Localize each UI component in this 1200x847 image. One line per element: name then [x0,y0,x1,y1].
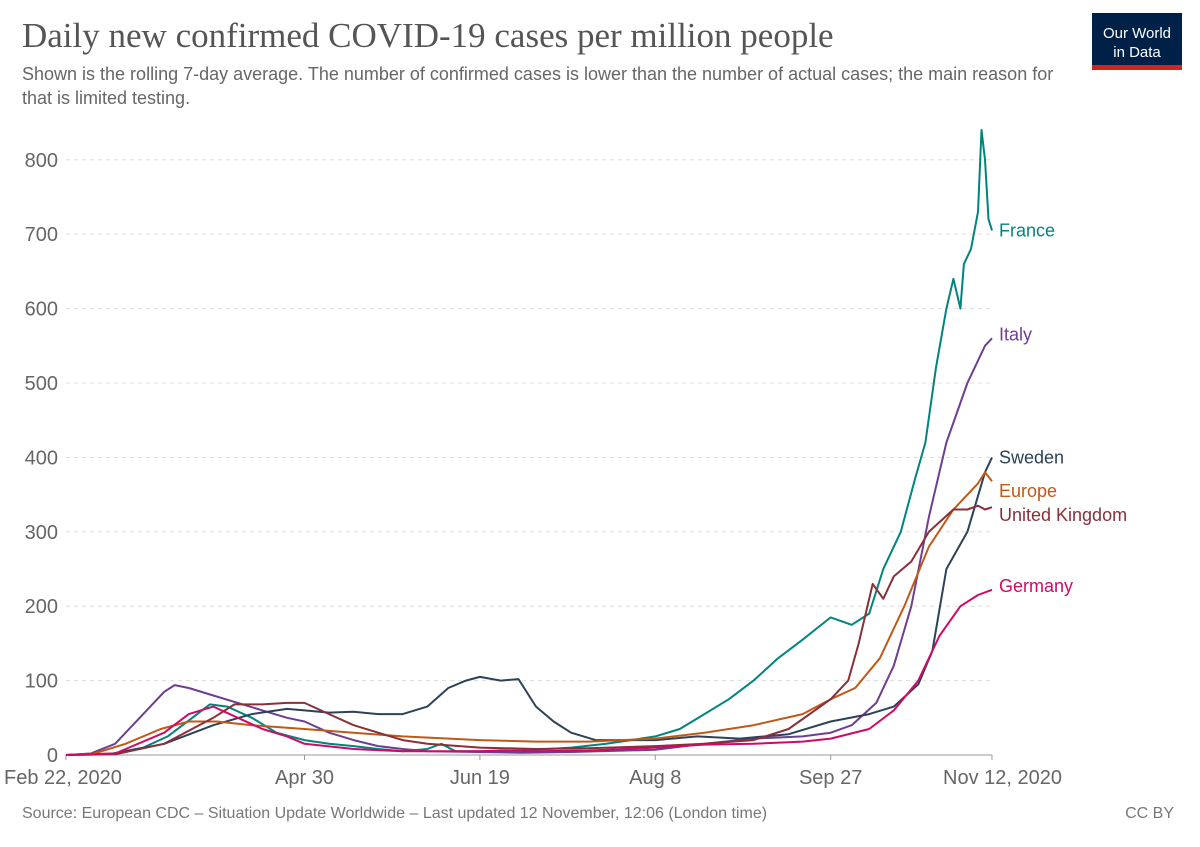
logo-line-1: Our World [1102,25,1172,42]
y-tick-label: 500 [25,373,58,395]
series-line-germany[interactable] [65,588,993,756]
series-line-italy[interactable] [65,337,993,756]
x-tick-label: Apr 30 [275,767,334,789]
logo-line-2: in Data [1113,44,1161,61]
x-tick-label: Feb 22, 2020 [4,767,122,789]
chart-title: Daily new confirmed COVID-19 cases per m… [22,16,834,55]
chart-subtitle: Shown is the rolling 7-day average. The … [22,64,1054,108]
series-line-united-kingdom[interactable] [65,504,993,756]
x-tick-label: Aug 8 [629,767,681,789]
y-tick-label: 400 [25,447,58,469]
y-tick-label: 600 [25,299,58,321]
series-line-france[interactable] [65,129,993,756]
x-tick-label: Nov 12, 2020 [943,767,1062,789]
y-tick-label: 200 [25,596,58,618]
y-tick-label: 0 [47,745,58,767]
series-lines [65,129,993,756]
y-tick-label: 300 [25,522,58,544]
y-tick-label: 100 [25,671,58,693]
y-tick-label: 700 [25,224,58,246]
source-note[interactable]: Source: European CDC – Situation Update … [22,805,768,822]
y-axis-ticks: 0 100 200 300 400 500 600 700 800 [25,150,58,767]
x-axis-ticks: Feb 22, 2020 Apr 30 Jun 19 Aug 8 Sep 27 Nov 1… [4,755,1062,789]
series-label-sweden[interactable]: Sweden [999,447,1064,467]
license-link[interactable]: CC BY [1125,805,1174,822]
x-tick-label: Jun 19 [450,767,510,789]
series-labels: France Italy Sweden Europe United Kingdom Ger… [999,220,1127,595]
grid-lines [66,159,992,756]
owid-logo[interactable]: Our World in Data [1092,13,1182,70]
series-label-germany[interactable]: Germany [999,576,1073,596]
series-line-europe[interactable] [65,471,993,756]
series-label-united-kingdom[interactable]: United Kingdom [999,505,1127,525]
series-label-italy[interactable]: Italy [999,324,1032,344]
x-tick-label: Sep 27 [799,767,862,789]
series-label-france[interactable]: France [999,220,1055,240]
line-chart: 0 100 200 300 400 500 600 700 800 Feb 22, 2020 Ap… [4,129,1127,789]
series-label-europe[interactable]: Europe [999,481,1057,501]
y-tick-label: 800 [25,150,58,172]
logo-accent-bar [1092,65,1182,70]
